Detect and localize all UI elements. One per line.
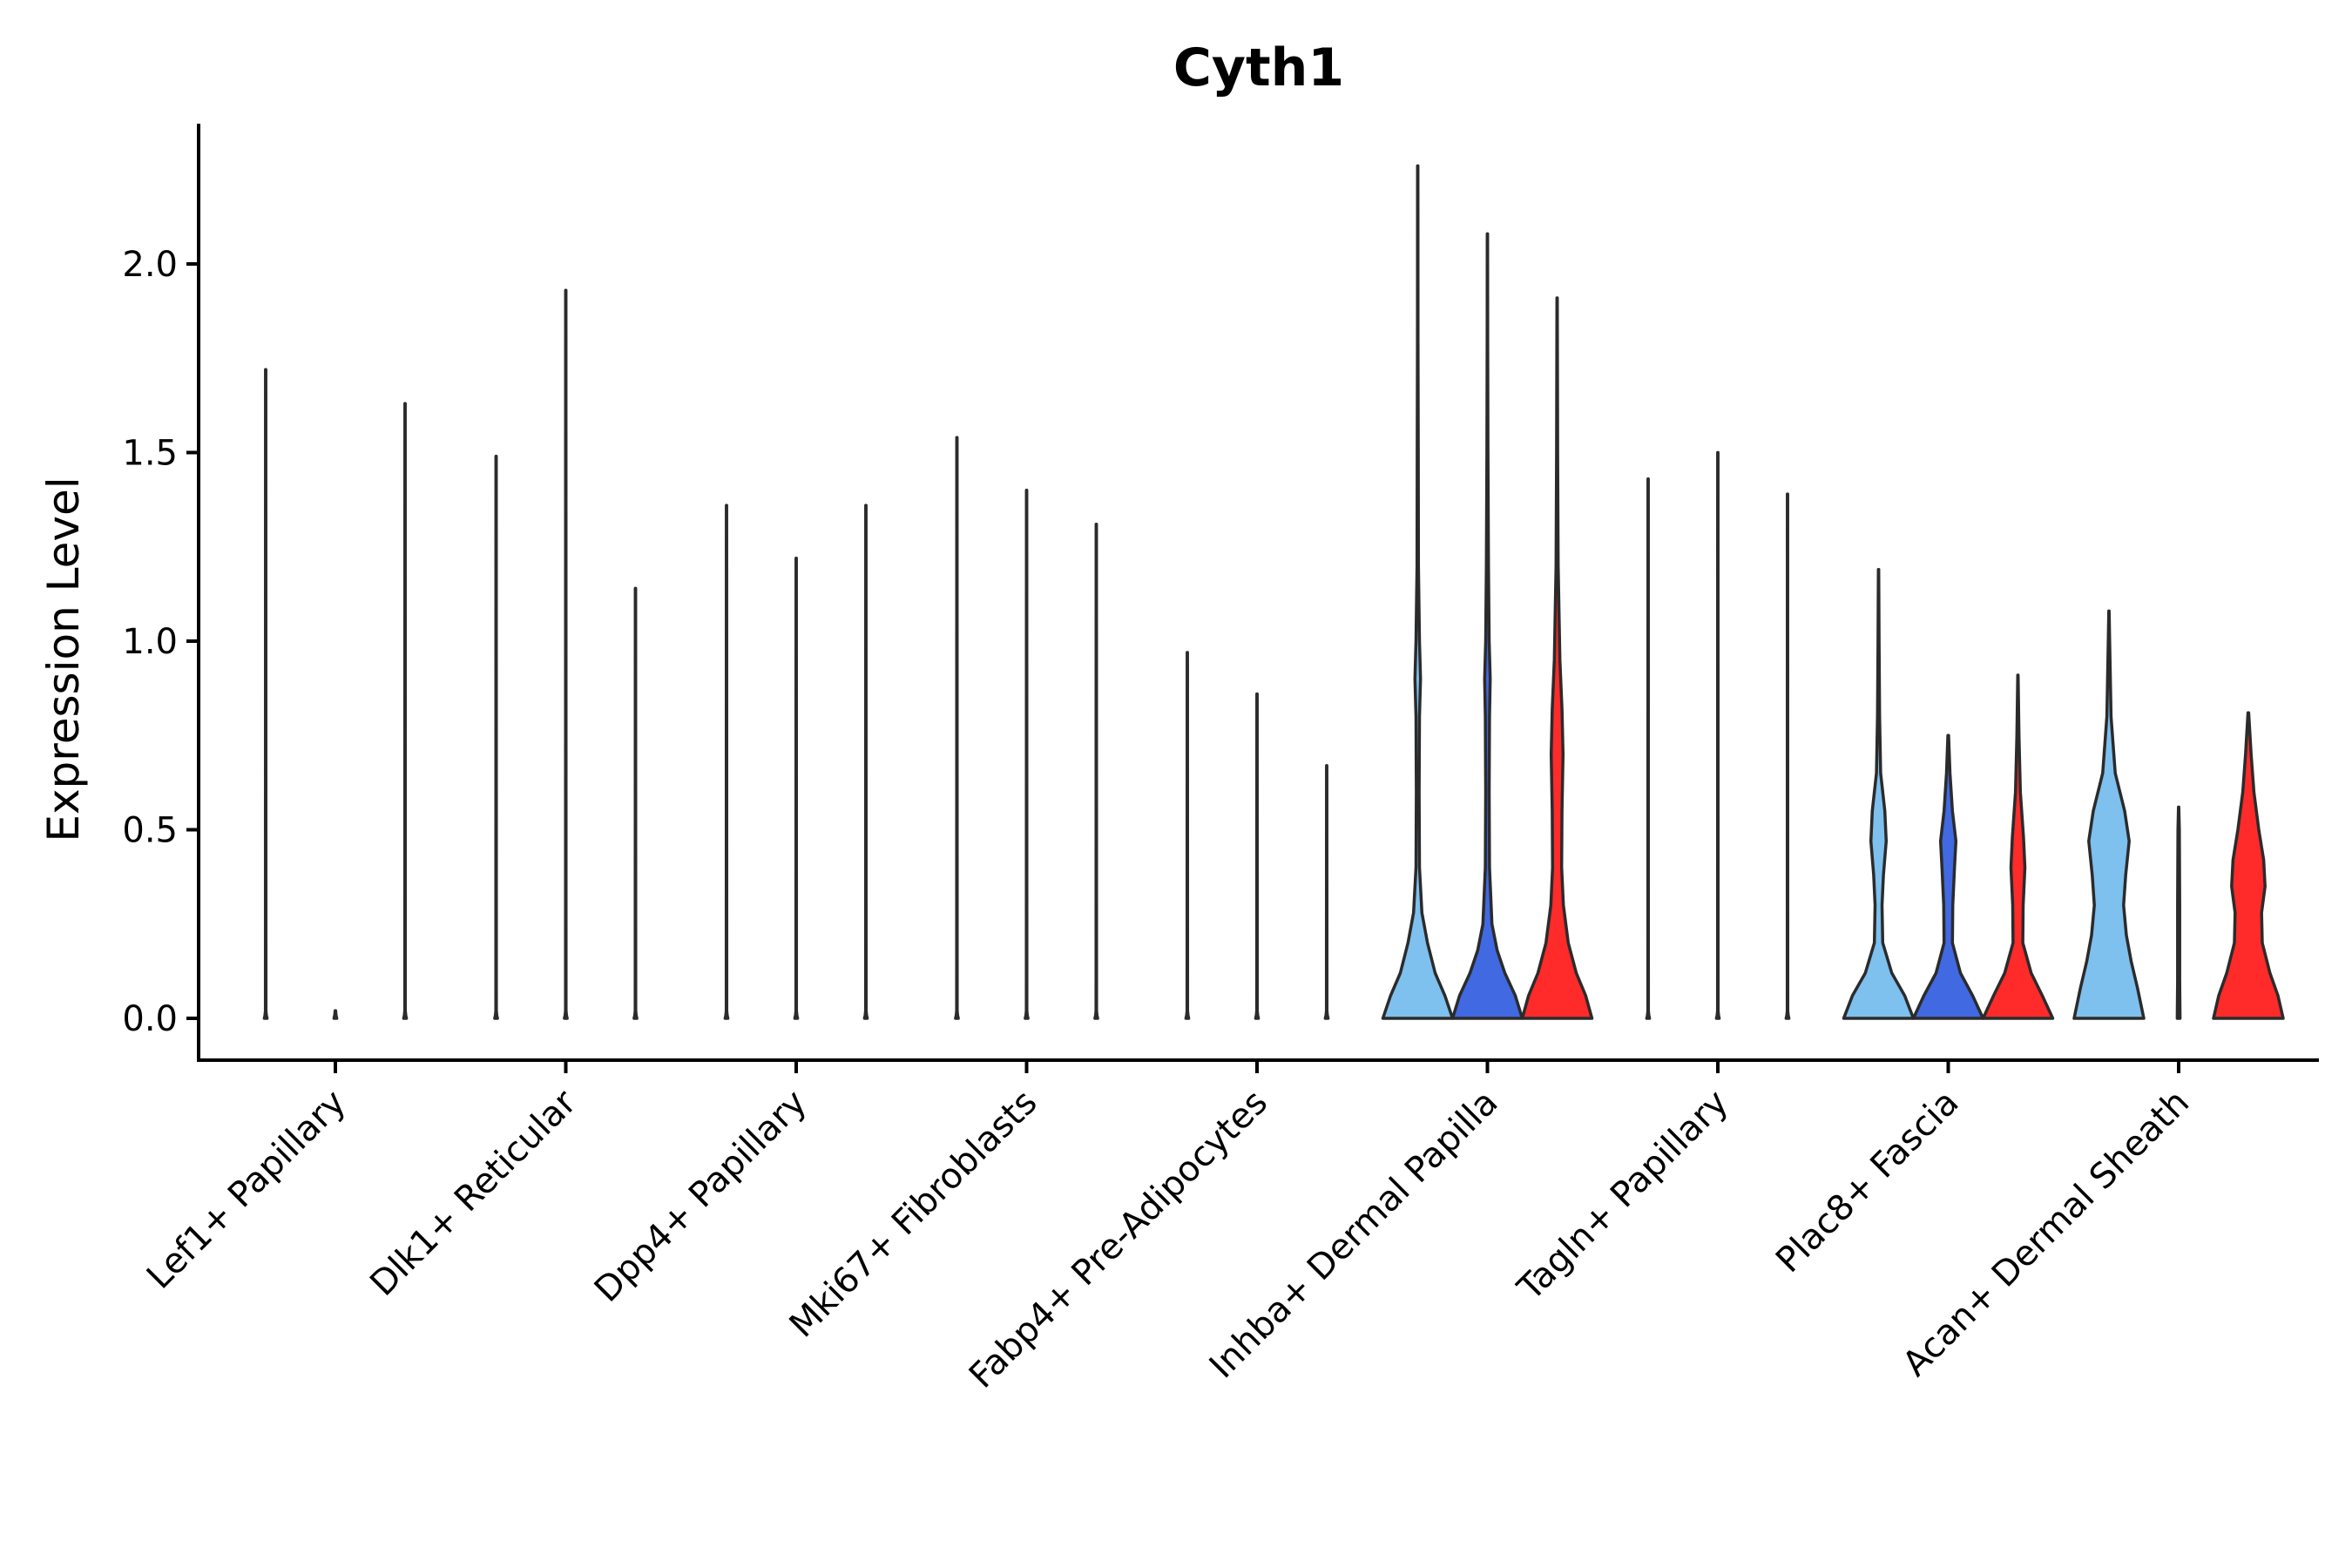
- violin-8-1: [1842, 567, 1916, 1020]
- violin-5-1: [1184, 651, 1191, 1020]
- y-tick-label: 2.0: [122, 245, 178, 285]
- x-tick-label: Dlk1+ Reticular: [362, 1082, 585, 1304]
- violin-9-1: [2072, 609, 2146, 1020]
- x-tick-label: Lef1+ Papillary: [139, 1083, 354, 1297]
- violin-7-1: [1645, 477, 1652, 1020]
- y-tick-label: 0.0: [122, 999, 178, 1039]
- violin-4-3: [1093, 523, 1099, 1020]
- violin-4-1: [954, 436, 960, 1020]
- violin-1-1: [262, 368, 269, 1020]
- x-tick-label: Mki67+ Fibroblasts: [782, 1083, 1045, 1346]
- x-tick-label: Tagln+ Papillary: [1510, 1083, 1736, 1309]
- violin-7-3: [1784, 492, 1791, 1020]
- violin-2-3: [632, 586, 639, 1020]
- violin-1-3: [402, 402, 409, 1020]
- violin-9-3: [2212, 711, 2285, 1020]
- violin-7-2: [1714, 450, 1721, 1020]
- y-ticks: 0.0 0.5 1.0 1.5 2.0: [122, 245, 199, 1039]
- violin-2-2: [563, 288, 569, 1020]
- violin-6-3: [1520, 296, 1594, 1020]
- violin-5-3: [1323, 764, 1330, 1020]
- violin-3-3: [862, 504, 869, 1020]
- x-ticks: Lef1+ Papillary Dlk1+ Reticular Dpp4+ Papi…: [139, 1060, 2197, 1396]
- violin-9-2: [2175, 805, 2182, 1020]
- violin-3-2: [793, 556, 800, 1020]
- violin-2-1: [493, 455, 499, 1020]
- violin-5-2: [1254, 692, 1260, 1020]
- violin-4-2: [1024, 489, 1030, 1020]
- x-tick-label: Plac8+ Fascia: [1768, 1083, 1967, 1281]
- y-tick-label: 1.5: [122, 434, 178, 474]
- y-tick-label: 0.5: [122, 811, 178, 851]
- violin-3-1: [723, 504, 730, 1020]
- violin-6-1: [1381, 164, 1455, 1020]
- violin-6-2: [1450, 232, 1524, 1020]
- violin-8-2: [1911, 733, 1985, 1020]
- y-axis-label: Expression Level: [38, 476, 89, 841]
- violin-8-3: [1981, 673, 2055, 1020]
- violin-1-2: [332, 1009, 339, 1020]
- y-tick-label: 1.0: [122, 622, 178, 662]
- violins-layer: [262, 164, 2285, 1020]
- chart-title: Cyth1: [1173, 37, 1344, 98]
- x-tick-label: Dpp4+ Papillary: [587, 1083, 814, 1310]
